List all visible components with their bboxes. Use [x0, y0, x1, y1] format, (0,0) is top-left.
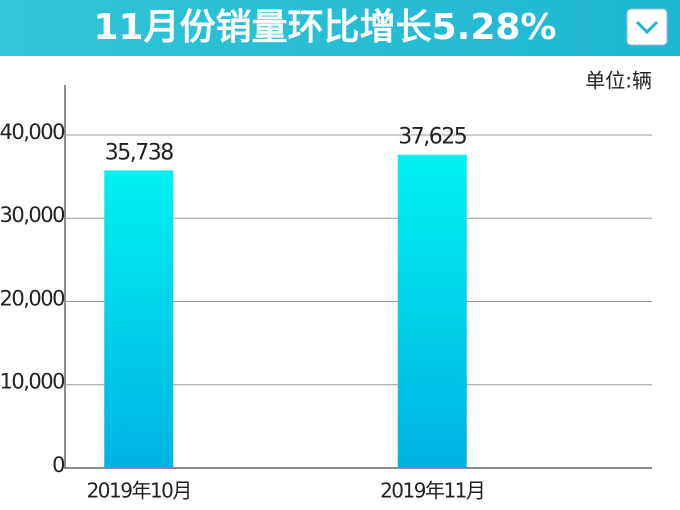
icon-box[interactable]: [626, 8, 668, 46]
x-tick-label: 2019年10月: [87, 479, 191, 503]
chevron[interactable]: [635, 20, 659, 35]
title-banner: [0, 0, 680, 56]
x-tick-label: 2019年11月: [380, 479, 484, 503]
y-tick-label: 40,000: [0, 120, 64, 144]
y-tick-label: 30,000: [0, 203, 64, 227]
unit-label: 单位:辆: [585, 69, 652, 93]
y-tick-label: 0: [52, 453, 64, 477]
value-label: 37,625: [398, 125, 466, 150]
bar: [104, 170, 174, 468]
dropdown-icon[interactable]: [626, 8, 668, 46]
bar: [397, 154, 467, 469]
chart-title: 11月份销量环比增长5.28%: [94, 7, 557, 48]
y-tick-label: 20,000: [0, 286, 64, 310]
y-tick-label: 10,000: [0, 370, 64, 394]
value-label: 35,738: [105, 140, 173, 165]
